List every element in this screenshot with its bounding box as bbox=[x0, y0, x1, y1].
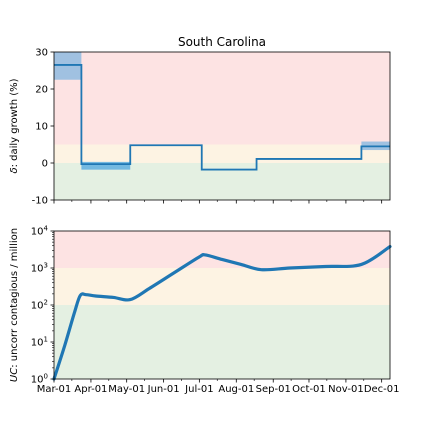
growth-y-axis-label: δ: daily growth (%) bbox=[9, 78, 20, 173]
growth-band-0 bbox=[54, 52, 390, 145]
contagious-y-axis-label: UC: uncorr contagious / million bbox=[9, 228, 20, 382]
contagious-y-tick-label: 101 bbox=[31, 336, 48, 349]
contagious-y-tick-label: 102 bbox=[31, 299, 48, 312]
x-tick-label: Oct-01 bbox=[292, 384, 326, 395]
chart-title: South Carolina bbox=[178, 35, 266, 49]
contagious-band-0 bbox=[54, 231, 390, 268]
growth-band-1 bbox=[54, 144, 390, 163]
x-tick-label: Aug-01 bbox=[218, 384, 254, 395]
growth-y-tick-label: 20 bbox=[35, 85, 48, 96]
contagious-y-tick-label: 100 bbox=[31, 373, 48, 386]
contagious-line bbox=[52, 244, 392, 381]
x-tick-label: Sep-01 bbox=[256, 384, 291, 395]
contagious-y-tick-label: 104 bbox=[31, 225, 49, 238]
contagious-y-tick-label: 103 bbox=[31, 262, 48, 275]
x-tick-label: Nov-01 bbox=[328, 384, 364, 395]
x-tick-label: Jun-01 bbox=[147, 384, 180, 395]
contagious-panel: 100 101 102 103 104 Mar-01 Apr-01 May-01 Jun-01… bbox=[9, 225, 400, 396]
growth-y-tick-label: 30 bbox=[35, 48, 48, 59]
growth-panel: -10 0 10 20 30 South Carolina δ: daily growt… bbox=[9, 35, 391, 207]
growth-ci-band-1 bbox=[81, 161, 131, 170]
growth-y-tick-label: -10 bbox=[32, 196, 48, 207]
growth-y-tick-label: 10 bbox=[35, 122, 48, 133]
contagious-band-1 bbox=[54, 268, 390, 305]
x-tick-label: Jul-01 bbox=[184, 384, 213, 395]
x-tick-label: Mar-01 bbox=[37, 384, 72, 395]
x-tick-label: Dec-01 bbox=[364, 384, 400, 395]
x-tick-label: Apr-01 bbox=[74, 384, 107, 395]
growth-ci-band-0 bbox=[54, 52, 82, 80]
contagious-band-2 bbox=[54, 305, 390, 379]
x-tick-label: May-01 bbox=[108, 384, 145, 395]
growth-y-tick-label: 0 bbox=[42, 159, 48, 170]
growth-rate-line bbox=[54, 64, 390, 171]
